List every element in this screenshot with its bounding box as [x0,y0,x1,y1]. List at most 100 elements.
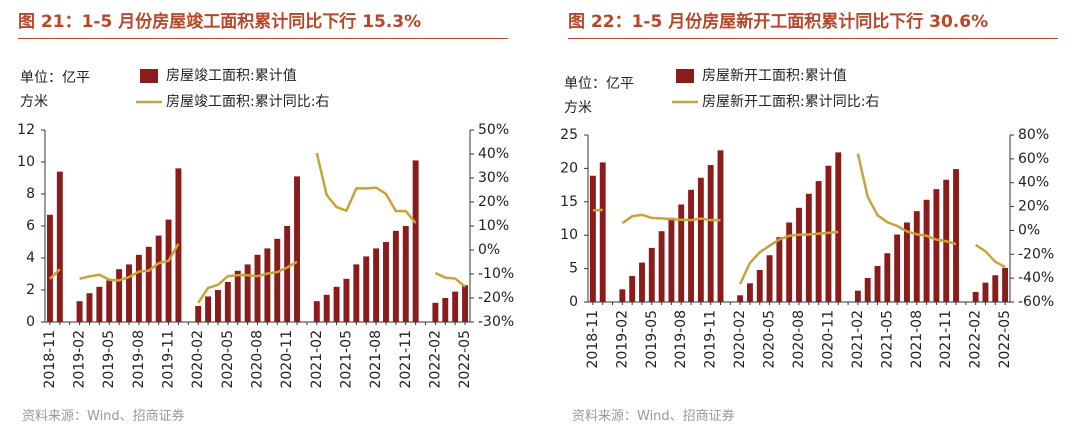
y-tick-label: 12 [17,122,35,138]
legend-label: 房屋新开工面积:累计同比:右 [702,94,879,110]
x-tick-label: 2021-02 [850,310,866,369]
bar [264,248,271,322]
bar [126,264,132,322]
bar [215,290,221,322]
y-tick-label: 10 [17,154,35,170]
bar [155,235,162,322]
bar [923,199,930,302]
bar [815,181,822,302]
y2-tick-label: -10% [478,266,514,282]
bar [294,176,300,322]
bar [707,165,714,302]
y-tick-label: 0 [26,314,35,330]
x-tick-label: 2020-08 [791,310,807,369]
bar [619,289,626,302]
bar [343,278,350,322]
bar [412,160,419,322]
bar [392,230,399,322]
bar [648,247,655,302]
y2-tick-label: 80% [1018,127,1049,143]
x-tick-label: 2021-02 [309,330,325,389]
y2-tick-label: 20% [478,194,509,210]
y2-tick-label: 0% [1018,222,1040,238]
bar [56,171,63,322]
x-tick-label: 2019-02 [614,310,630,369]
legend-swatch [676,69,694,83]
x-tick-label: 2020-05 [762,310,778,369]
bar [933,189,940,302]
bar [244,264,251,322]
x-tick-label: 2020-11 [820,310,836,369]
y2-tick-label: 50% [478,122,509,138]
bar [835,152,842,302]
bar [76,301,83,322]
bar [992,275,999,302]
bar [786,222,793,302]
x-tick-label: 2022-02 [427,330,443,389]
bar [697,177,704,302]
bar [953,169,959,302]
y2-tick-label: -40% [1018,270,1054,286]
bar [373,248,380,322]
bar [106,280,113,322]
bar [274,238,281,322]
legend-swatch [140,69,158,83]
legend-label: 房屋新开工面积:累计值 [702,68,847,84]
x-tick-label: 2019-11 [161,330,177,389]
bar [805,193,812,302]
bar [254,254,261,322]
bar [432,302,439,322]
y2-tick-label: -20% [478,290,514,306]
bar [796,207,802,302]
x-tick-label: 2019-11 [703,310,719,369]
bar [864,277,871,302]
source-note: 资料来源：Wind、招商证券 [22,409,185,424]
legend-label: 房屋竣工面积:累计值 [166,68,297,84]
bar [86,293,93,322]
bar [746,283,753,302]
bar [884,253,891,302]
x-tick-label: 2021-11 [398,330,414,389]
bar [363,256,370,322]
x-tick-label: 2018-11 [42,330,58,389]
x-tick-label: 2021-11 [938,310,954,369]
y-tick-label: 5 [569,261,578,277]
bar [717,150,724,302]
bar [313,301,320,322]
x-tick-label: 2019-05 [101,330,117,389]
bar [913,211,920,302]
x-tick-label: 2020-11 [279,330,295,389]
bar [982,282,989,302]
y2-tick-label: -20% [1018,246,1054,262]
bar [323,294,330,322]
x-tick-label: 2021-08 [909,310,925,369]
y-tick-label: 0 [569,294,578,310]
bar [639,262,645,302]
x-tick-label: 2020-02 [190,330,206,389]
x-tick-label: 2021-05 [338,330,354,389]
y2-tick-label: 20% [1018,199,1049,215]
line [592,153,1006,285]
y-tick-label: 10 [560,227,578,243]
bar [678,204,685,302]
y2-tick-label: -30% [478,314,514,330]
bar [756,269,763,302]
bar [333,286,340,322]
bar [96,286,103,322]
bar [737,295,744,302]
y-tick-label: 6 [26,218,35,234]
y-tick-label: 15 [560,194,578,210]
y2-tick-label: 40% [478,146,509,162]
y2-tick-label: 40% [1018,175,1049,191]
bar [135,254,142,322]
x-tick-label: 2022-05 [997,310,1013,369]
bar [599,162,606,302]
bar [972,291,979,302]
legend-label: 房屋竣工面积:累计同比:右 [166,94,329,110]
x-tick-label: 2021-08 [368,330,384,389]
bar [205,296,212,322]
chart: 0 2 4 6 8 10 12 -30% -20% -10% 0% 10% 20% 30% 40% 50% 20… [17,68,514,389]
y-tick-label: 25 [560,127,578,143]
bar [462,285,469,322]
bar [46,214,53,322]
